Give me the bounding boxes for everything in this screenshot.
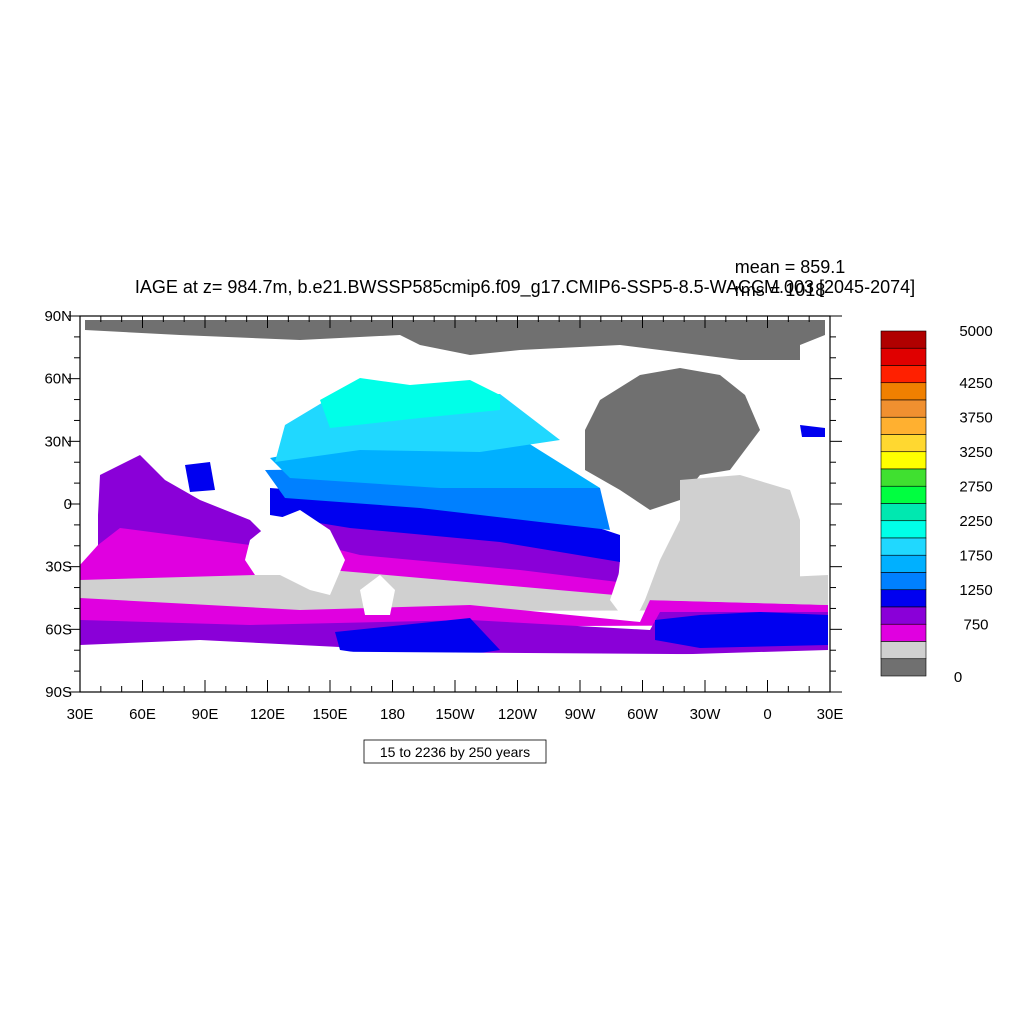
y-tick-label: 60S bbox=[45, 621, 72, 638]
colorbar-box bbox=[880, 589, 927, 608]
zone bbox=[655, 612, 828, 648]
y-tick-label: 60N bbox=[44, 371, 72, 388]
colorbar-box bbox=[880, 537, 927, 556]
colorbar-box bbox=[880, 399, 927, 418]
info-box bbox=[363, 739, 547, 764]
zone bbox=[335, 618, 500, 662]
colorbar-box bbox=[880, 365, 927, 384]
colorbar-box bbox=[880, 416, 927, 435]
zone bbox=[800, 425, 825, 437]
colorbar-label: 3250 bbox=[959, 444, 992, 461]
zone bbox=[645, 475, 828, 605]
x-tick-label: 150W bbox=[435, 706, 475, 723]
colorbar-box bbox=[880, 658, 927, 677]
info-label: 15 to 2236 by 250 years bbox=[380, 744, 530, 760]
y-tick-label: 0 bbox=[64, 496, 72, 513]
colorbar-box bbox=[880, 347, 927, 366]
colorbar-box bbox=[880, 434, 927, 453]
colorbar-label: 4250 bbox=[959, 375, 992, 392]
land bbox=[360, 575, 395, 615]
colorbar-label: 750 bbox=[963, 616, 988, 633]
colorbar-box bbox=[880, 606, 927, 625]
x-tick-label: 120E bbox=[250, 706, 285, 723]
zone bbox=[320, 378, 500, 428]
colorbar-box bbox=[880, 503, 927, 522]
x-tick-label: 0 bbox=[763, 706, 771, 723]
colorbar-box bbox=[880, 468, 927, 487]
colorbar-label: 2250 bbox=[959, 513, 992, 530]
colorbar-box bbox=[880, 382, 927, 401]
land bbox=[80, 650, 828, 692]
x-tick-label: 90E bbox=[192, 706, 219, 723]
x-tick-label: 30E bbox=[67, 706, 94, 723]
colorbar-label: 0 bbox=[954, 669, 962, 686]
colorbar-box bbox=[880, 330, 927, 349]
y-tick-label: 90N bbox=[44, 308, 72, 325]
colorbar-label: 3750 bbox=[959, 409, 992, 426]
zone bbox=[80, 598, 828, 628]
land bbox=[245, 510, 345, 595]
y-tick-label: 90S bbox=[45, 684, 72, 701]
x-tick-label: 150E bbox=[312, 706, 347, 723]
colorbar-box bbox=[880, 520, 927, 539]
land bbox=[595, 470, 695, 620]
zone bbox=[85, 320, 825, 360]
x-tick-label: 60E bbox=[129, 706, 156, 723]
x-tick-label: 90W bbox=[565, 706, 597, 723]
mean-label: mean = 859.1 bbox=[735, 257, 846, 277]
colorbar-box bbox=[880, 623, 927, 642]
y-tick-label: 30N bbox=[44, 433, 72, 450]
x-tick-label: 30W bbox=[690, 706, 722, 723]
colorbar-box bbox=[880, 572, 927, 591]
x-tick-label: 30E bbox=[817, 706, 844, 723]
title: IAGE at z= 984.7m, b.e21.BWSSP585cmip6.f… bbox=[135, 277, 915, 298]
colorbar-box bbox=[880, 641, 927, 660]
x-tick-label: 120W bbox=[498, 706, 538, 723]
colorbar-label: 1750 bbox=[959, 547, 992, 564]
map bbox=[80, 320, 828, 692]
x-tick-label: 60W bbox=[627, 706, 659, 723]
colorbar-label: 5000 bbox=[959, 323, 992, 340]
colorbar-box bbox=[880, 554, 927, 573]
colorbar-label: 1250 bbox=[959, 582, 992, 599]
x-tick-label: 180 bbox=[380, 706, 405, 723]
zone bbox=[585, 368, 760, 510]
zone bbox=[80, 528, 255, 580]
zone bbox=[185, 462, 215, 492]
rms-label: rms = 1018 bbox=[735, 280, 826, 300]
colorbar-label: 2750 bbox=[959, 478, 992, 495]
zone bbox=[270, 488, 620, 562]
colorbar-box bbox=[880, 485, 927, 504]
y-tick-label: 30S bbox=[45, 559, 72, 576]
colorbar-box bbox=[880, 451, 927, 470]
